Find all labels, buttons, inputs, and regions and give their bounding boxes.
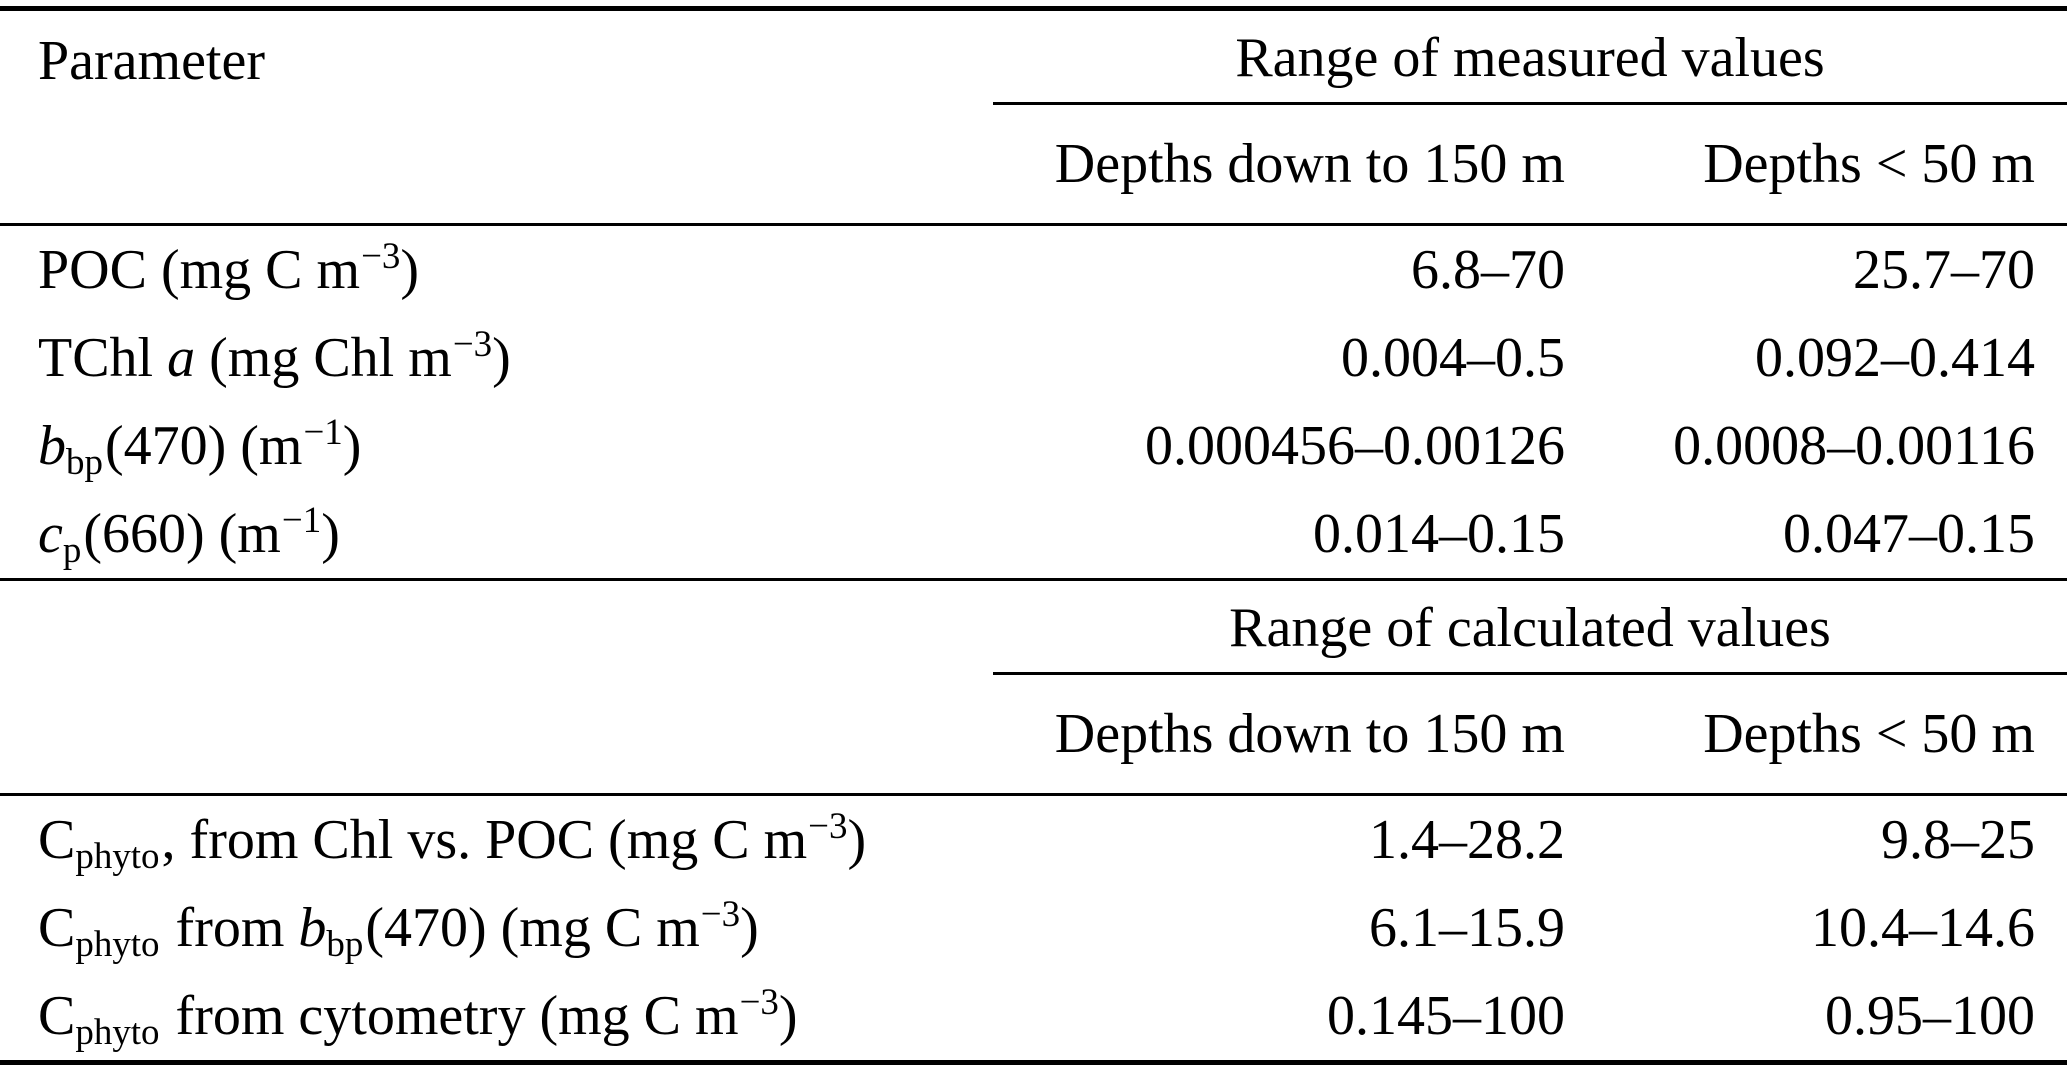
- label-segment: ): [847, 809, 867, 871]
- row-label: cp(660) (m−1): [0, 498, 993, 571]
- subheader-depth-150: Depths down to 150 m: [1054, 703, 1565, 765]
- row-value-depth-50: 0.95–100: [1825, 985, 2035, 1047]
- label-segment: b: [38, 415, 66, 477]
- section-divider-rule: [0, 578, 2067, 581]
- label-segment: ): [740, 897, 759, 959]
- subheader-depth-150: Depths down to 150 m: [1054, 133, 1565, 195]
- table-body: Parameter Range of measured values Depth…: [0, 11, 2067, 1060]
- row-value-depth-50: 10.4–14.6: [1811, 897, 2035, 959]
- row-value-depth-50: 9.8–25: [1881, 809, 2035, 871]
- label-segment: , from Chl vs. POC (mg C m: [161, 809, 808, 871]
- label-segment: (470) (m: [104, 415, 303, 477]
- row-value-depth-150: 0.000456–0.00126: [1145, 415, 1565, 477]
- label-segment: c: [38, 503, 63, 565]
- group-header-row: Parameter Range of measured values: [0, 11, 2067, 105]
- section-rows: POC (mg C m−3) 6.8–70 25.7–70 TChl a (mg…: [0, 226, 2067, 578]
- subheader-row: Depths down to 150 m Depths < 50 m: [0, 105, 2067, 223]
- column-header-parameter: Parameter: [38, 30, 265, 92]
- label-segment: phyto: [75, 835, 160, 877]
- row-value-depth-50: 0.0008–0.00116: [1673, 415, 2035, 477]
- label-segment: (660) (m: [83, 503, 281, 565]
- table-row: Cphyto, from Chl vs. POC (mg C m−3) 1.4–…: [0, 796, 2067, 884]
- row-label: Cphyto, from Chl vs. POC (mg C m−3): [0, 804, 993, 877]
- label-segment: (470) (mg C m: [365, 897, 700, 959]
- label-segment: −3: [361, 234, 401, 276]
- group-header-calculated: Range of calculated values: [993, 581, 2067, 675]
- group-header-measured: Range of measured values: [993, 11, 2067, 105]
- row-value-depth-150: 1.4–28.2: [1369, 809, 1565, 871]
- subheader-depth-50: Depths < 50 m: [1703, 703, 2035, 765]
- label-segment: from cytometry (mg C m: [161, 985, 739, 1047]
- label-segment: b: [298, 897, 327, 959]
- label-segment: phyto: [75, 1011, 160, 1053]
- label-segment: −3: [700, 892, 741, 934]
- label-segment: TChl: [38, 327, 168, 389]
- table-row: Cphyto from cytometry (mg C m−3) 0.145–1…: [0, 972, 2067, 1060]
- label-segment: −3: [739, 980, 779, 1022]
- label-segment: bp: [66, 441, 103, 483]
- table-row: TChl a (mg Chl m−3) 0.004–0.5 0.092–0.41…: [0, 314, 2067, 402]
- table-row: POC (mg C m−3) 6.8–70 25.7–70: [0, 226, 2067, 314]
- label-segment: −3: [452, 322, 493, 364]
- row-label: POC (mg C m−3): [0, 234, 993, 302]
- group-header-label: Range of measured values: [1235, 27, 1825, 89]
- label-segment: −3: [808, 804, 848, 846]
- label-segment: (mg Chl m: [195, 327, 452, 389]
- label-segment: ): [321, 503, 340, 565]
- label-segment: −1: [303, 410, 343, 452]
- group-header-label: Range of calculated values: [1229, 597, 1831, 659]
- row-label: Cphyto from cytometry (mg C m−3): [0, 980, 993, 1053]
- table-row: bbp(470) (m−1) 0.000456–0.00126 0.0008–0…: [0, 402, 2067, 490]
- label-segment: p: [62, 529, 82, 571]
- table-section: Range of calculated values Depths down t…: [0, 581, 2067, 1060]
- row-label: TChl a (mg Chl m−3): [0, 322, 993, 390]
- label-segment: C: [38, 809, 76, 871]
- table-top-rule: [0, 6, 2067, 11]
- label-segment: from: [161, 897, 299, 959]
- subheader-row: Depths down to 150 m Depths < 50 m: [0, 675, 2067, 793]
- label-segment: bp: [326, 923, 364, 965]
- label-segment: ): [492, 327, 511, 389]
- row-value-depth-150: 0.014–0.15: [1313, 503, 1565, 565]
- label-segment: C: [38, 985, 76, 1047]
- row-value-depth-150: 6.1–15.9: [1369, 897, 1565, 959]
- row-value-depth-150: 0.004–0.5: [1341, 327, 1565, 389]
- section-rows: Cphyto, from Chl vs. POC (mg C m−3) 1.4–…: [0, 796, 2067, 1060]
- row-label: bbp(470) (m−1): [0, 410, 993, 483]
- column-header-parameter: [0, 581, 993, 675]
- label-segment: C: [38, 897, 76, 959]
- label-segment: phyto: [75, 923, 160, 965]
- row-label: Cphyto from bbp(470) (mg C m−3): [0, 892, 993, 965]
- label-segment: ): [778, 985, 798, 1047]
- subheader-depth-50: Depths < 50 m: [1703, 133, 2035, 195]
- group-header-row: Range of calculated values: [0, 581, 2067, 675]
- label-segment: a: [167, 327, 196, 389]
- row-value-depth-150: 0.145–100: [1327, 985, 1565, 1047]
- label-segment: −1: [281, 498, 322, 540]
- header-divider-rule: [0, 223, 2067, 226]
- label-segment: ): [400, 239, 420, 301]
- header-divider-rule: [0, 793, 2067, 796]
- row-value-depth-150: 6.8–70: [1411, 239, 1565, 301]
- table-row: Cphyto from bbp(470) (mg C m−3) 6.1–15.9…: [0, 884, 2067, 972]
- row-value-depth-50: 25.7–70: [1853, 239, 2035, 301]
- row-value-depth-50: 0.047–0.15: [1783, 503, 2035, 565]
- table-section: Parameter Range of measured values Depth…: [0, 11, 2067, 578]
- table-row: cp(660) (m−1) 0.014–0.15 0.047–0.15: [0, 490, 2067, 578]
- row-value-depth-50: 0.092–0.414: [1755, 327, 2035, 389]
- label-segment: POC (mg C m: [38, 239, 361, 301]
- table-bottom-rule: [0, 1060, 2067, 1065]
- label-segment: ): [342, 415, 362, 477]
